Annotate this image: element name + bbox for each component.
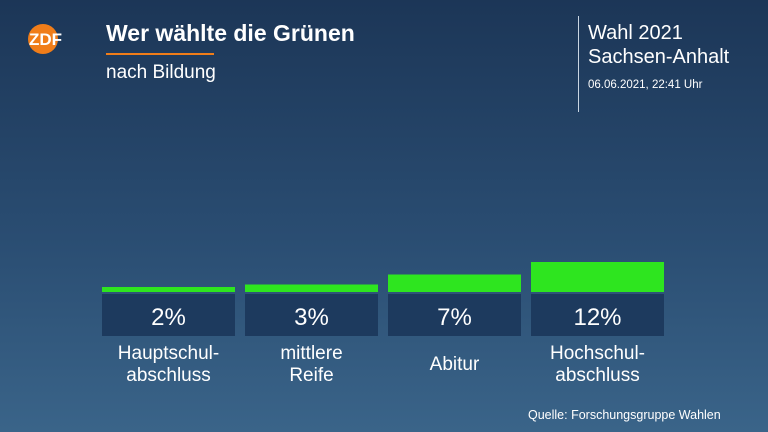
bar-3 — [388, 274, 521, 292]
category-label-3: Abitur — [430, 354, 480, 375]
value-box-3 — [388, 294, 521, 336]
value-box-1 — [102, 294, 235, 336]
value-box-2 — [245, 294, 378, 336]
value-label-3: 7% — [437, 304, 472, 331]
title-underline — [106, 53, 214, 55]
category-label-4-line-1: Hochschul- — [550, 343, 645, 364]
category-label-4-line-2: abschluss — [555, 365, 640, 386]
category-label-2-line-2: Reife — [289, 365, 333, 386]
bar-1 — [102, 287, 235, 292]
header-divider — [578, 16, 579, 112]
value-label-4: 12% — [573, 304, 621, 331]
category-label-2-line-1: mittlere — [280, 343, 342, 364]
zdf-logo-text: ZDF — [29, 30, 62, 49]
page-subtitle: nach Bildung — [106, 62, 216, 83]
value-label-2: 3% — [294, 304, 329, 331]
bar-2 — [245, 284, 378, 292]
source-note: Quelle: Forschungsgruppe Wahlen — [528, 408, 721, 422]
election-name: Wahl 2021 — [588, 22, 683, 44]
timestamp: 06.06.2021, 22:41 Uhr — [588, 79, 703, 91]
category-label-1-line-1: Hauptschul- — [118, 343, 219, 364]
page-title: Wer wählte die Grünen — [106, 20, 355, 46]
bar-4 — [531, 262, 664, 292]
value-box-4 — [531, 294, 664, 336]
category-label-1-line-2: abschluss — [126, 365, 211, 386]
election-region: Sachsen-Anhalt — [588, 46, 730, 68]
zdf-logo: ZDF — [28, 24, 62, 54]
value-label-1: 2% — [151, 304, 186, 331]
